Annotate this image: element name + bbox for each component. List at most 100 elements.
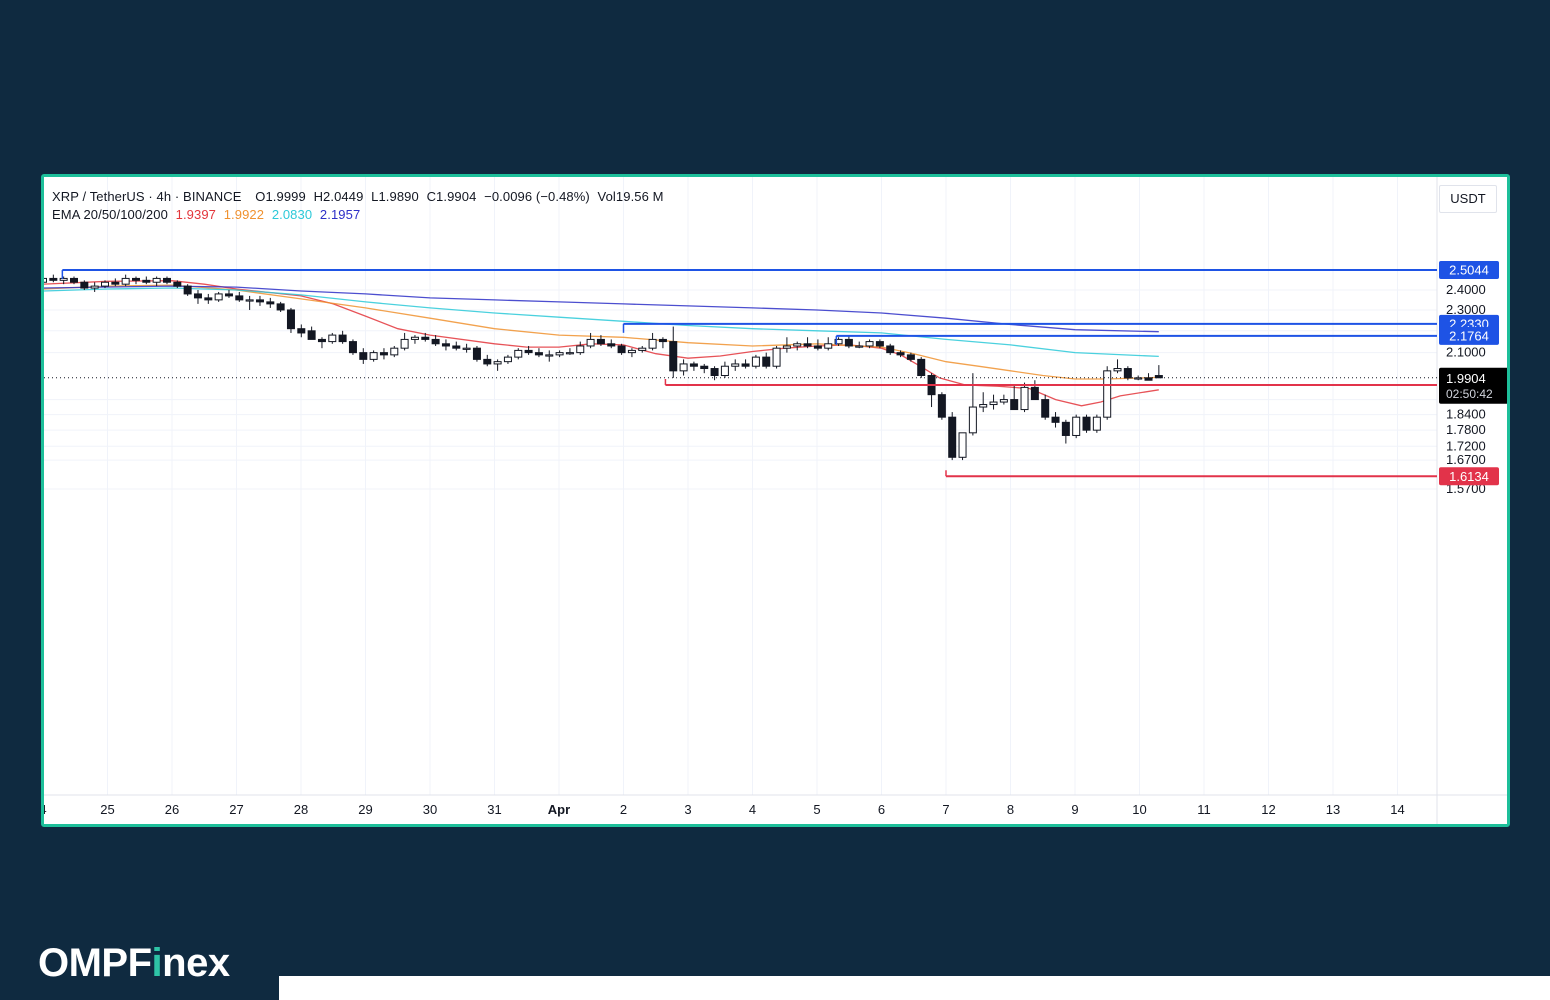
candle-body-up: [565, 352, 574, 355]
candle: [979, 392, 988, 413]
candle-body-down: [266, 301, 275, 305]
candle: [328, 332, 337, 344]
candle: [906, 352, 915, 362]
symbol-label: XRP / TetherUS · 4h · BINANCE: [52, 189, 242, 204]
candle-body-down: [276, 303, 285, 311]
candle: [720, 361, 729, 378]
candle: [503, 354, 512, 364]
candle: [989, 394, 998, 410]
candle: [772, 345, 781, 369]
candle-body-up: [1113, 368, 1122, 372]
open-value: O1.9999: [255, 189, 306, 204]
candle-body-down: [183, 285, 192, 295]
candle: [483, 354, 492, 367]
candle: [937, 392, 946, 420]
time-tick-label: 29: [358, 802, 372, 817]
candle-body-up: [999, 399, 1008, 403]
candle: [204, 293, 213, 304]
candle-body-down: [700, 365, 709, 370]
candle-body-up: [100, 281, 109, 287]
candle: [1134, 375, 1143, 381]
candle-body-down: [483, 358, 492, 365]
time-tick-label: 8: [1007, 802, 1014, 817]
time-tick-label: 4: [749, 802, 756, 817]
candle: [1020, 382, 1029, 413]
candle: [555, 350, 564, 358]
candle-body-down: [1061, 421, 1070, 436]
candle: [59, 276, 68, 285]
candle: [142, 276, 151, 285]
candle: [410, 335, 419, 344]
candle: [886, 343, 895, 355]
candle: [844, 335, 853, 349]
candle-body-down: [255, 299, 264, 303]
candle-body-down: [658, 338, 667, 343]
candle: [421, 332, 430, 342]
candle: [534, 348, 543, 358]
candle: [1072, 414, 1081, 439]
candle-body-up: [576, 345, 585, 354]
candle-body-up: [90, 285, 99, 289]
candle-body-down: [1041, 399, 1050, 418]
candle: [679, 359, 688, 376]
candle-body-down: [472, 347, 481, 360]
candle: [658, 337, 667, 349]
candle-body-down: [1010, 399, 1019, 411]
candle-body-down: [235, 295, 244, 301]
candle: [338, 330, 347, 344]
brand-accent: i: [151, 941, 163, 985]
candle-body-up: [1072, 416, 1081, 436]
candle-body-up: [958, 432, 967, 458]
candle-body-up: [1092, 416, 1101, 431]
candle: [875, 339, 884, 349]
candle-body-up: [390, 347, 399, 356]
candle-body-down: [1123, 368, 1132, 379]
candle-body-down: [534, 352, 543, 356]
time-tick-label: 10: [1132, 802, 1146, 817]
candle-body-down: [224, 293, 233, 297]
candle-body-up: [855, 345, 864, 348]
candle-body-up: [679, 363, 688, 372]
candle-body-down: [607, 343, 616, 347]
current-price-tag: [1439, 367, 1507, 404]
candle: [44, 277, 47, 283]
candle: [493, 359, 502, 371]
candle: [782, 337, 791, 353]
candle: [999, 394, 1008, 405]
resistance-price-tag: [1439, 261, 1499, 280]
time-tick-label: 31: [487, 802, 501, 817]
candle-body-down: [669, 341, 678, 372]
candle: [1061, 419, 1070, 444]
candle: [276, 301, 285, 313]
candle: [968, 373, 977, 436]
candle-body-down: [741, 363, 750, 367]
candle: [524, 345, 533, 355]
candle: [545, 350, 554, 362]
ema-legend[interactable]: EMA 20/50/100/200 1.9397 1.9922 2.0830 2…: [52, 207, 364, 222]
candle-body-down: [286, 309, 295, 330]
candle-body-up: [865, 341, 874, 347]
candle-body-up: [328, 334, 337, 343]
candle: [183, 284, 192, 296]
candle-body-down: [379, 352, 388, 356]
candle-body-up: [751, 356, 760, 367]
candle-body-down: [689, 363, 698, 367]
candle: [1092, 414, 1101, 433]
candle: [762, 352, 771, 369]
price-tick-label: 1.8400: [1446, 407, 1486, 422]
candle: [462, 343, 471, 353]
candle: [224, 290, 233, 298]
candle: [255, 295, 264, 306]
time-tick-label: 27: [229, 802, 243, 817]
candle: [152, 276, 161, 287]
candle: [193, 290, 202, 304]
candle: [700, 363, 709, 374]
candle: [855, 341, 864, 349]
currency-selector[interactable]: USDT: [1439, 185, 1497, 213]
time-tick-label: 5: [813, 802, 820, 817]
price-chart[interactable]: 2.40002.30002.20002.10001.90001.84001.78…: [44, 177, 1507, 824]
close-value: C1.9904: [426, 189, 477, 204]
candle: [731, 359, 740, 371]
candle: [162, 276, 171, 285]
ema50-value: 1.9922: [223, 207, 265, 222]
